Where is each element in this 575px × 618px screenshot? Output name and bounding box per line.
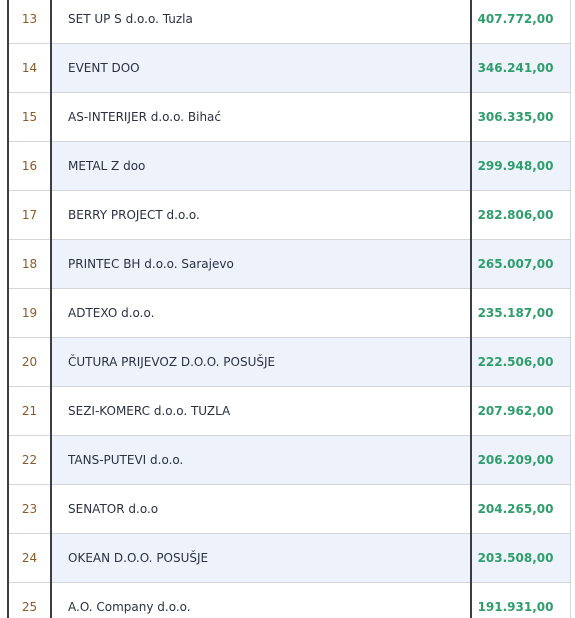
amount-cell: 282.806,00 bbox=[470, 190, 571, 240]
company-name-cell: SEZI-KOMERC d.o.o. TUZLA bbox=[50, 386, 472, 436]
rank-cell: 21 bbox=[7, 386, 52, 436]
table-row: 20 ČUTURA PRIJEVOZ D.O.O. POSUŠJE 222.50… bbox=[7, 337, 571, 387]
table-row: 22 TANS-PUTEVI d.o.o. 206.209,00 bbox=[7, 435, 571, 485]
rank-cell: 24 bbox=[7, 533, 52, 583]
amount-cell: 265.007,00 bbox=[470, 239, 571, 289]
rank-cell: 22 bbox=[7, 435, 52, 485]
rank-cell: 23 bbox=[7, 484, 52, 534]
table-row: 21 SEZI-KOMERC d.o.o. TUZLA 207.962,00 bbox=[7, 386, 571, 436]
company-name-cell: EVENT DOO bbox=[50, 43, 472, 93]
rank-cell: 15 bbox=[7, 92, 52, 142]
company-name-cell: A.O. Company d.o.o. bbox=[50, 582, 472, 618]
company-name-cell: ADTEXO d.o.o. bbox=[50, 288, 472, 338]
company-name-cell: AS-INTERIJER d.o.o. Bihać bbox=[50, 92, 472, 142]
amount-cell: 203.508,00 bbox=[470, 533, 571, 583]
amount-cell: 222.506,00 bbox=[470, 337, 571, 387]
amount-cell: 191.931,00 bbox=[470, 582, 571, 618]
ranking-table: 13 SET UP S d.o.o. Tuzla 407.772,00 14 E… bbox=[7, 0, 571, 618]
rank-cell: 17 bbox=[7, 190, 52, 240]
table-row: 18 PRINTEC BH d.o.o. Sarajevo 265.007,00 bbox=[7, 239, 571, 289]
company-name-cell: SET UP S d.o.o. Tuzla bbox=[50, 0, 472, 44]
company-name-cell: PRINTEC BH d.o.o. Sarajevo bbox=[50, 239, 472, 289]
company-name-cell: ČUTURA PRIJEVOZ D.O.O. POSUŠJE bbox=[50, 337, 472, 387]
table-row: 13 SET UP S d.o.o. Tuzla 407.772,00 bbox=[7, 0, 571, 44]
company-name-cell: TANS-PUTEVI d.o.o. bbox=[50, 435, 472, 485]
company-name-cell: OKEAN D.O.O. POSUŠJE bbox=[50, 533, 472, 583]
table-row: 14 EVENT DOO 346.241,00 bbox=[7, 43, 571, 93]
table-row: 23 SENATOR d.o.o 204.265,00 bbox=[7, 484, 571, 534]
amount-cell: 204.265,00 bbox=[470, 484, 571, 534]
table-row: 25 A.O. Company d.o.o. 191.931,00 bbox=[7, 582, 571, 618]
amount-cell: 207.962,00 bbox=[470, 386, 571, 436]
rank-cell: 20 bbox=[7, 337, 52, 387]
amount-cell: 206.209,00 bbox=[470, 435, 571, 485]
amount-cell: 306.335,00 bbox=[470, 92, 571, 142]
table-row: 17 BERRY PROJECT d.o.o. 282.806,00 bbox=[7, 190, 571, 240]
table-row: 16 METAL Z doo 299.948,00 bbox=[7, 141, 571, 191]
rank-cell: 13 bbox=[7, 0, 52, 44]
rank-cell: 19 bbox=[7, 288, 52, 338]
amount-cell: 346.241,00 bbox=[470, 43, 571, 93]
company-name-cell: SENATOR d.o.o bbox=[50, 484, 472, 534]
rank-cell: 14 bbox=[7, 43, 52, 93]
table-row: 24 OKEAN D.O.O. POSUŠJE 203.508,00 bbox=[7, 533, 571, 583]
rank-cell: 16 bbox=[7, 141, 52, 191]
table-row: 15 AS-INTERIJER d.o.o. Bihać 306.335,00 bbox=[7, 92, 571, 142]
company-name-cell: BERRY PROJECT d.o.o. bbox=[50, 190, 472, 240]
table-row: 19 ADTEXO d.o.o. 235.187,00 bbox=[7, 288, 571, 338]
amount-cell: 407.772,00 bbox=[470, 0, 571, 44]
amount-cell: 299.948,00 bbox=[470, 141, 571, 191]
rank-cell: 25 bbox=[7, 582, 52, 618]
company-name-cell: METAL Z doo bbox=[50, 141, 472, 191]
amount-cell: 235.187,00 bbox=[470, 288, 571, 338]
rank-cell: 18 bbox=[7, 239, 52, 289]
